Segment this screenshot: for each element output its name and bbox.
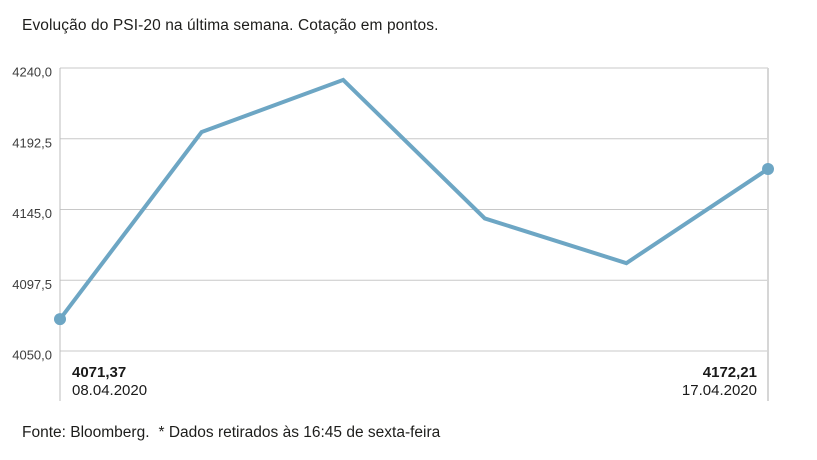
source-note: Fonte: Bloomberg. * Dados retirados às 16… — [22, 424, 440, 442]
end-point-value: 4172,21 — [702, 364, 757, 381]
data-point-marker — [762, 162, 774, 175]
end-point-date: 17.04.2020 — [681, 382, 757, 399]
start-point-label: 4071,37 08.04.2020 — [72, 364, 147, 400]
end-point-label: 4172,21 17.04.2020 — [682, 364, 757, 400]
y-tick-label: 4240,0 — [12, 65, 52, 80]
y-tick-label: 4192,5 — [12, 135, 52, 150]
y-tick-label: 4097,5 — [12, 277, 52, 292]
footnote-text: * Dados retirados às 16:45 de sexta-feir… — [158, 424, 441, 441]
y-tick-label: 4145,0 — [12, 206, 52, 221]
chart-title: Evolução do PSI-20 na última semana. Cot… — [22, 17, 439, 34]
start-point-value: 4071,37 — [72, 364, 127, 381]
data-point-marker — [54, 313, 66, 326]
y-tick-label: 4050,0 — [12, 348, 52, 363]
source-text: Fonte: Bloomberg. — [22, 424, 150, 441]
psi20-line — [58, 77, 770, 321]
start-point-date: 08.04.2020 — [72, 382, 148, 399]
